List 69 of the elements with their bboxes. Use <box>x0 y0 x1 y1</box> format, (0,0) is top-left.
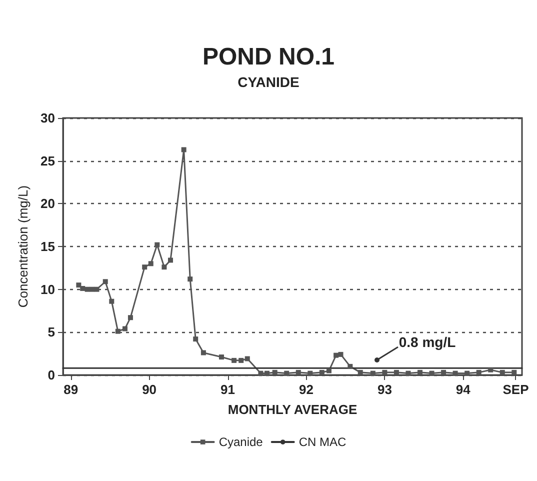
point <box>142 264 148 270</box>
point <box>90 286 95 292</box>
point <box>115 328 120 334</box>
annotation: 0.8 mg/L <box>398 334 456 350</box>
point <box>218 354 224 360</box>
point <box>84 286 90 292</box>
y-tick-label: 30 <box>40 110 55 126</box>
point <box>338 352 344 357</box>
x-axis-title: MONTHLY AVERAGE <box>228 402 358 417</box>
x-tick-label: 94 <box>456 382 472 397</box>
legend-label: Cyanide <box>218 435 264 449</box>
point <box>109 298 114 304</box>
point <box>452 370 458 376</box>
point <box>238 358 244 363</box>
point <box>406 370 411 376</box>
x-tick-label: 89 <box>64 382 78 397</box>
chart-subtitle: CYANIDE <box>238 74 300 90</box>
point <box>168 258 173 263</box>
y-tick-label: 25 <box>40 153 55 168</box>
point <box>418 370 422 375</box>
point <box>200 350 206 356</box>
point <box>154 242 160 248</box>
point <box>272 370 278 375</box>
point <box>128 315 133 320</box>
y-tick-label: 0 <box>48 368 55 382</box>
point <box>296 370 301 375</box>
point <box>284 370 290 376</box>
point <box>258 370 264 376</box>
point <box>334 352 339 358</box>
point <box>464 370 470 376</box>
point <box>429 370 434 376</box>
point <box>370 370 376 376</box>
point <box>94 286 100 292</box>
point <box>394 370 399 375</box>
point <box>382 370 388 375</box>
x-tick-label: 92 <box>298 382 314 397</box>
point <box>264 370 270 376</box>
point <box>358 370 363 375</box>
point <box>308 370 313 376</box>
point <box>488 367 494 372</box>
x-tick-label: 90 <box>142 382 157 397</box>
chart-title: POND NO.1 <box>202 44 335 70</box>
point <box>500 370 505 375</box>
point <box>232 358 237 363</box>
y-tick-label: 15 <box>40 239 55 254</box>
point <box>326 368 332 374</box>
x-tick-label: 93 <box>377 382 392 397</box>
point <box>476 370 482 375</box>
point <box>441 370 446 375</box>
point <box>181 147 186 152</box>
y-tick-label: 20 <box>40 196 55 212</box>
y-tick-label: 5 <box>48 324 55 340</box>
point <box>122 326 128 332</box>
y-axis-title: Concentration (mg/L) <box>16 185 31 308</box>
point <box>188 276 193 282</box>
point <box>193 336 198 342</box>
y-tick-label: 10 <box>40 282 55 297</box>
point <box>148 261 154 266</box>
point <box>80 286 86 291</box>
point <box>102 279 108 284</box>
point <box>512 370 517 375</box>
point <box>162 264 167 270</box>
point <box>76 282 82 288</box>
point <box>319 370 324 375</box>
x-tick-label: 91 <box>220 382 236 397</box>
legend-label: CN MAC <box>298 435 347 449</box>
point <box>348 364 353 369</box>
x-tick-label: SEP <box>502 382 530 397</box>
point <box>244 356 250 362</box>
